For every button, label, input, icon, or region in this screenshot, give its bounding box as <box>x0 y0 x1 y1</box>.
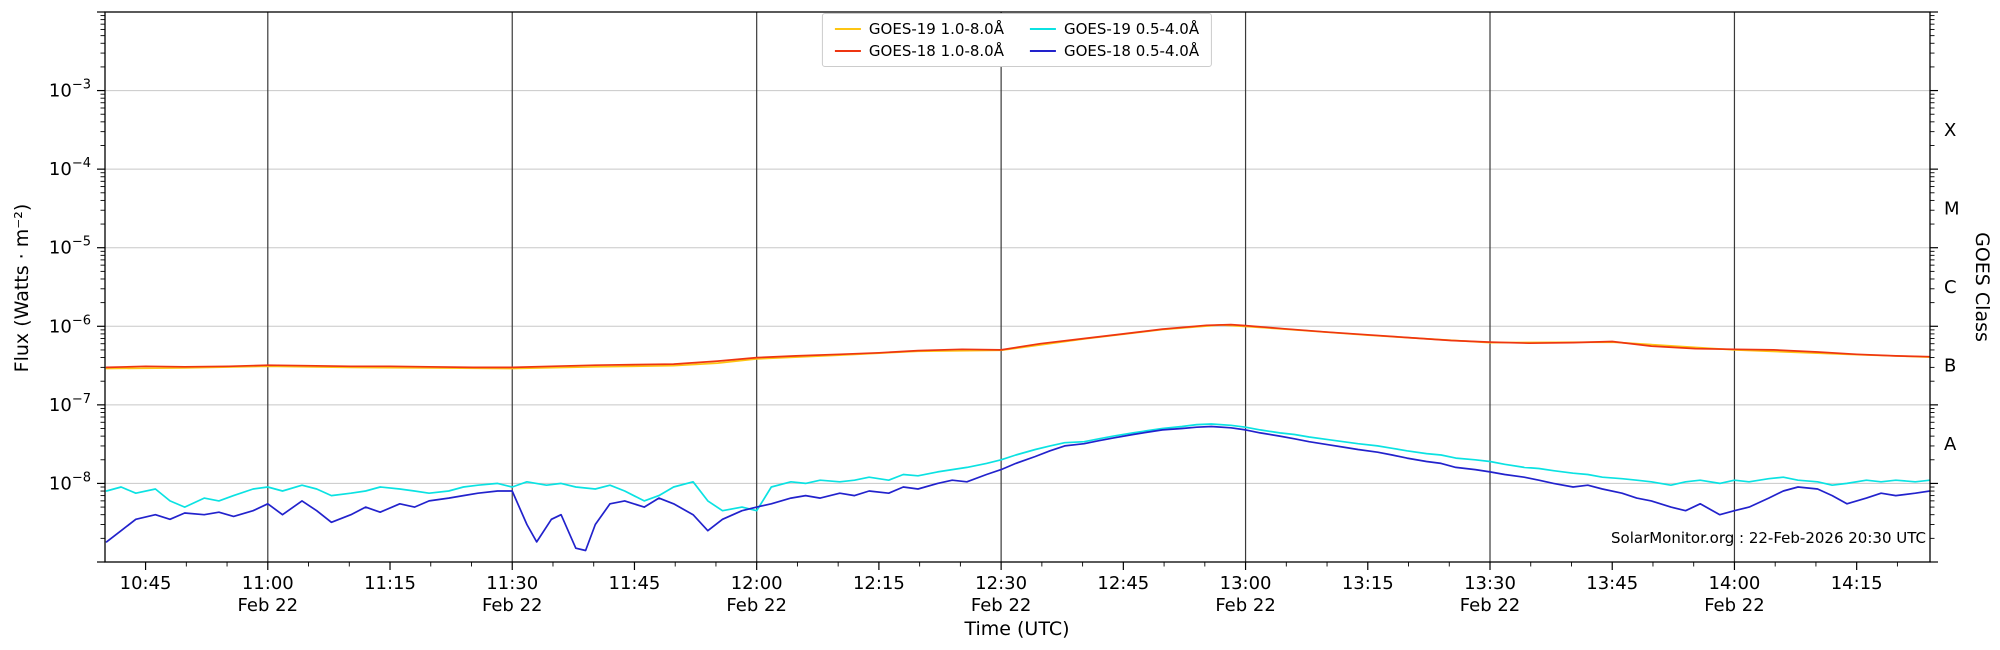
legend-line-swatch-goes19-short <box>1030 28 1056 30</box>
svg-text:10−4: 10−4 <box>49 156 91 180</box>
svg-text:Feb 22: Feb 22 <box>1215 595 1276 616</box>
legend-label: GOES-19 1.0-8.0Å <box>868 20 1004 38</box>
legend-item: GOES-19 0.5-4.0Å <box>1030 20 1199 38</box>
svg-text:13:30: 13:30 <box>1464 573 1516 594</box>
svg-text:11:30: 11:30 <box>486 573 538 594</box>
legend-item: GOES-19 1.0-8.0Å <box>834 20 1004 38</box>
legend-label: GOES-18 0.5-4.0Å <box>1064 42 1200 60</box>
legend-line-swatch-goes19-long <box>834 28 861 30</box>
svg-text:10:45: 10:45 <box>120 573 172 594</box>
legend-label: GOES-18 1.0-8.0Å <box>868 42 1004 60</box>
svg-text:Feb 22: Feb 22 <box>1460 595 1521 616</box>
svg-text:X: X <box>1944 120 1956 141</box>
legend-item: GOES-18 1.0-8.0Å <box>834 42 1004 60</box>
svg-text:11:45: 11:45 <box>609 573 661 594</box>
svg-text:Feb 22: Feb 22 <box>238 595 299 616</box>
chart-legend: GOES-19 1.0-8.0Å GOES-18 1.0-8.0Å GOES-1… <box>821 13 1213 67</box>
svg-text:A: A <box>1944 434 1957 455</box>
svg-text:12:30: 12:30 <box>975 573 1027 594</box>
svg-text:14:00: 14:00 <box>1709 573 1761 594</box>
svg-text:13:45: 13:45 <box>1586 573 1638 594</box>
svg-text:C: C <box>1944 277 1957 298</box>
svg-text:13:15: 13:15 <box>1342 573 1394 594</box>
svg-text:Feb 22: Feb 22 <box>726 595 787 616</box>
legend-line-swatch-goes18-long <box>834 50 861 52</box>
svg-text:Feb 22: Feb 22 <box>482 595 543 616</box>
x-axis-label: Time (UTC) <box>964 618 1070 640</box>
svg-text:M: M <box>1944 198 1960 219</box>
svg-text:11:15: 11:15 <box>364 573 416 594</box>
legend-label: GOES-19 0.5-4.0Å <box>1064 20 1200 38</box>
svg-text:10−3: 10−3 <box>49 78 91 102</box>
y-axis-label: Flux (Watts · m⁻²) <box>11 203 33 373</box>
svg-text:11:00: 11:00 <box>242 573 294 594</box>
svg-text:10−7: 10−7 <box>49 392 91 416</box>
svg-text:B: B <box>1944 356 1956 377</box>
legend-item: GOES-18 0.5-4.0Å <box>1030 42 1199 60</box>
svg-text:12:45: 12:45 <box>1097 573 1149 594</box>
source-annotation: SolarMonitor.org : 22-Feb-2026 20:30 UTC <box>1611 529 1926 547</box>
svg-text:14:15: 14:15 <box>1831 573 1883 594</box>
svg-text:12:15: 12:15 <box>853 573 905 594</box>
svg-text:10−6: 10−6 <box>49 313 91 337</box>
right-axis-label: GOES Class <box>1971 232 1993 342</box>
svg-text:12:00: 12:00 <box>731 573 783 594</box>
legend-line-swatch-goes18-short <box>1030 50 1056 52</box>
svg-text:Feb 22: Feb 22 <box>1704 595 1765 616</box>
svg-text:Feb 22: Feb 22 <box>971 595 1032 616</box>
svg-text:13:00: 13:00 <box>1220 573 1272 594</box>
svg-text:10−5: 10−5 <box>49 235 91 259</box>
svg-text:10−8: 10−8 <box>49 470 91 494</box>
